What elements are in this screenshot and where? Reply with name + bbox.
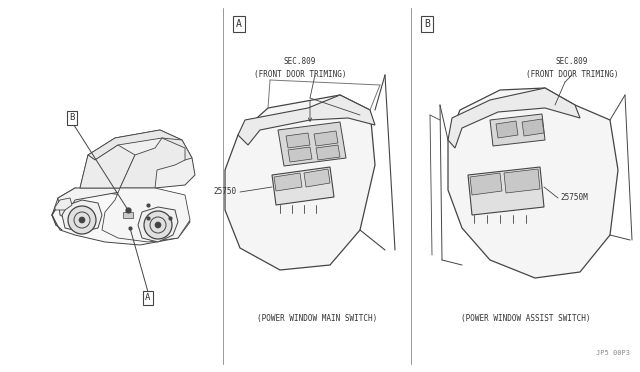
- Polygon shape: [288, 147, 312, 162]
- Polygon shape: [504, 169, 540, 193]
- Polygon shape: [80, 130, 195, 188]
- Polygon shape: [522, 119, 544, 136]
- Text: JP5 00P3: JP5 00P3: [596, 350, 630, 356]
- Polygon shape: [55, 198, 72, 210]
- Polygon shape: [490, 114, 545, 146]
- Polygon shape: [162, 138, 192, 160]
- Polygon shape: [272, 167, 334, 205]
- Text: 25750M: 25750M: [560, 193, 588, 202]
- Polygon shape: [138, 207, 178, 242]
- Polygon shape: [496, 121, 518, 138]
- Circle shape: [68, 206, 96, 234]
- Text: (POWER WINDOW MAIN SWITCH): (POWER WINDOW MAIN SWITCH): [257, 314, 377, 323]
- Circle shape: [155, 222, 161, 228]
- Bar: [123, 212, 133, 218]
- Text: 25750: 25750: [214, 187, 237, 196]
- Polygon shape: [52, 188, 190, 245]
- Circle shape: [79, 217, 85, 223]
- Text: A: A: [145, 294, 150, 302]
- Text: B: B: [424, 19, 430, 29]
- Polygon shape: [286, 133, 310, 148]
- Polygon shape: [225, 95, 375, 270]
- Polygon shape: [274, 173, 302, 191]
- Polygon shape: [314, 131, 338, 146]
- Polygon shape: [316, 145, 340, 160]
- Polygon shape: [120, 138, 185, 188]
- Polygon shape: [278, 122, 346, 166]
- Circle shape: [144, 211, 172, 239]
- Polygon shape: [238, 95, 375, 145]
- Text: SEC.809
(FRONT DOOR TRIMING): SEC.809 (FRONT DOOR TRIMING): [253, 57, 346, 79]
- Polygon shape: [468, 167, 544, 215]
- Text: SEC.809
(FRONT DOOR TRIMING): SEC.809 (FRONT DOOR TRIMING): [525, 57, 618, 79]
- Polygon shape: [102, 188, 190, 242]
- Text: (POWER WINDOW ASSIST SWITCH): (POWER WINDOW ASSIST SWITCH): [461, 314, 590, 323]
- Polygon shape: [58, 168, 155, 218]
- Polygon shape: [88, 130, 185, 160]
- Text: A: A: [236, 19, 242, 29]
- Polygon shape: [448, 88, 618, 278]
- Polygon shape: [304, 169, 330, 187]
- Polygon shape: [448, 88, 580, 148]
- Polygon shape: [470, 173, 502, 195]
- Polygon shape: [62, 200, 102, 232]
- Polygon shape: [80, 145, 135, 188]
- Text: B: B: [69, 113, 75, 122]
